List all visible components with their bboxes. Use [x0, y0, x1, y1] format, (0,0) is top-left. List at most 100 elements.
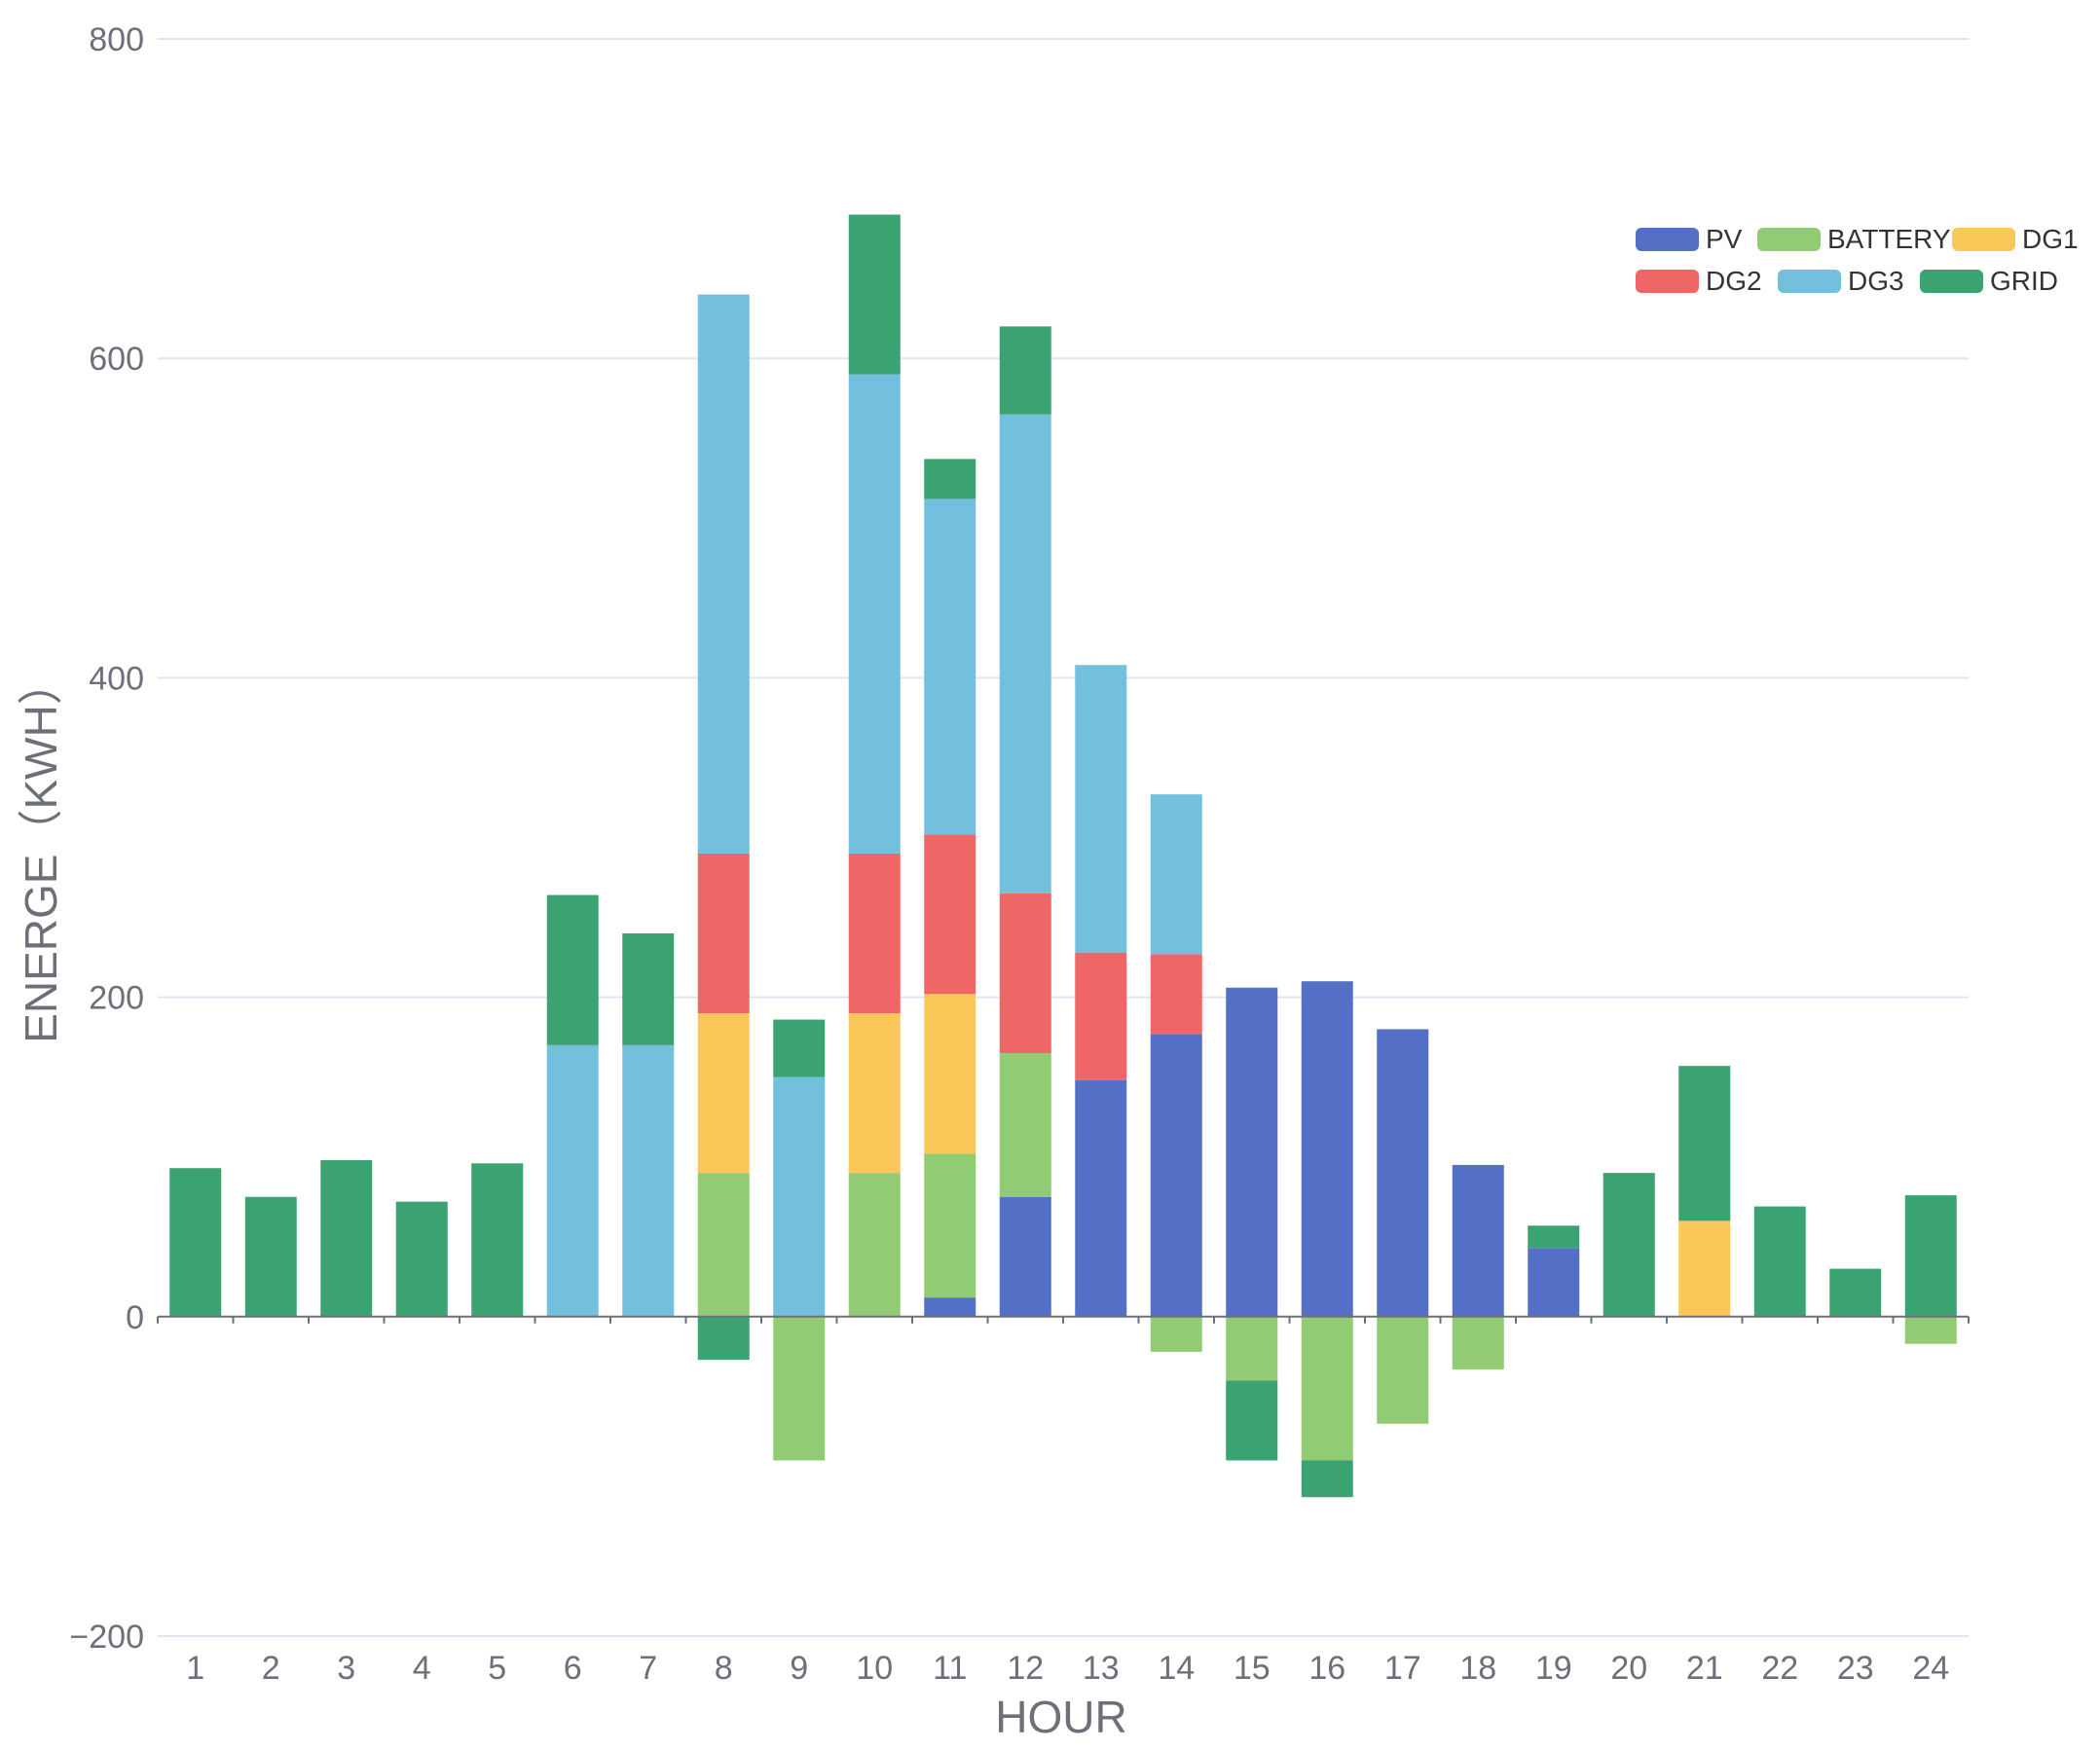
bar-grid-hour-24	[1904, 1195, 1957, 1317]
bar-dg3-hour-13	[1075, 665, 1127, 953]
legend-label-grid: GRID	[1990, 266, 2058, 296]
bar-grid-hour-2	[244, 1196, 297, 1317]
x-tick-label: 8	[715, 1650, 733, 1687]
bar-dg1-hour-21	[1678, 1221, 1731, 1317]
bar-grid-hour-3	[320, 1159, 373, 1317]
bar-dg1-hour-11	[924, 994, 976, 1154]
x-tick-label: 4	[413, 1650, 431, 1687]
bar-grid-hour-7	[622, 932, 675, 1045]
bar-pv-hour-19	[1528, 1248, 1580, 1317]
bar-pv-hour-12	[999, 1196, 1051, 1317]
bar-dg2-hour-14	[1150, 954, 1202, 1035]
bar-battery-hour-12	[999, 1053, 1051, 1197]
bar-dg1-hour-10	[848, 1013, 901, 1174]
bar-grid-hour-4	[395, 1201, 448, 1317]
x-tick-label: 19	[1535, 1650, 1572, 1687]
bar-grid-hour-19	[1528, 1225, 1580, 1249]
legend-swatch-grid	[1920, 270, 1983, 293]
x-tick-label: 9	[790, 1650, 808, 1687]
x-tick-label: 16	[1308, 1650, 1345, 1687]
y-tick-label: 400	[89, 660, 144, 697]
bar-grid-hour-6	[546, 894, 599, 1045]
bar-battery-hour-24	[1904, 1316, 1957, 1344]
legend-swatch-dg3	[1778, 270, 1841, 293]
bar-grid-hour-1	[169, 1168, 222, 1317]
bar-grid-hour-8	[697, 1316, 750, 1361]
x-tick-label: 15	[1234, 1650, 1271, 1687]
bar-pv-hour-15	[1226, 987, 1278, 1317]
y-tick-label: 800	[89, 21, 144, 58]
legend-swatch-dg2	[1636, 270, 1699, 293]
bar-pv-hour-18	[1452, 1164, 1504, 1317]
x-tick-label: 17	[1384, 1650, 1421, 1687]
legend-label-battery: BATTERY	[1827, 224, 1951, 254]
bar-grid-hour-15	[1226, 1380, 1278, 1461]
y-tick-label: −200	[69, 1619, 144, 1656]
bar-grid-hour-21	[1678, 1066, 1731, 1221]
x-tick-label: 2	[262, 1650, 280, 1687]
x-tick-label: 23	[1837, 1650, 1874, 1687]
bar-battery-hour-11	[924, 1153, 976, 1298]
y-axis-title: ENERGE（KWH）	[16, 660, 66, 1043]
bar-grid-hour-5	[471, 1163, 524, 1317]
bar-battery-hour-18	[1452, 1316, 1504, 1369]
bar-dg3-hour-10	[848, 374, 901, 854]
bar-battery-hour-16	[1301, 1316, 1353, 1461]
bar-battery-hour-14	[1150, 1316, 1202, 1352]
bar-grid-hour-20	[1603, 1173, 1655, 1317]
legend-label-dg2: DG2	[1706, 266, 1762, 296]
x-tick-label: 10	[856, 1650, 893, 1687]
x-tick-label: 24	[1912, 1650, 1949, 1687]
x-tick-label: 7	[639, 1650, 657, 1687]
bar-pv-hour-17	[1377, 1029, 1429, 1317]
bar-grid-hour-16	[1301, 1460, 1353, 1498]
legend-label-dg1: DG1	[2022, 224, 2079, 254]
bar-pv-hour-16	[1301, 981, 1353, 1317]
x-tick-label: 22	[1761, 1650, 1798, 1687]
x-tick-label: 6	[564, 1650, 582, 1687]
bar-dg2-hour-8	[697, 853, 750, 1014]
x-tick-label: 20	[1610, 1650, 1647, 1687]
legend-label-pv: PV	[1706, 224, 1743, 254]
bar-grid-hour-23	[1829, 1268, 1882, 1317]
bar-dg3-hour-12	[999, 414, 1051, 893]
bar-battery-hour-8	[697, 1173, 750, 1317]
legend-swatch-battery	[1757, 228, 1821, 251]
bar-pv-hour-14	[1150, 1034, 1202, 1317]
legend: PV BATTERY DG1 DG2 DG3 GRID	[1636, 224, 2079, 296]
x-tick-label: 18	[1459, 1650, 1496, 1687]
bar-grid-hour-9	[773, 1019, 826, 1077]
x-tick-label: 21	[1686, 1650, 1723, 1687]
bar-dg1-hour-8	[697, 1013, 750, 1174]
bar-dg3-hour-9	[773, 1076, 826, 1317]
x-axis-title: HOUR	[995, 1692, 1126, 1742]
x-tick-label: 5	[488, 1650, 506, 1687]
x-tick-label: 3	[337, 1650, 355, 1687]
bar-battery-hour-10	[848, 1173, 901, 1317]
x-tick-label: 13	[1083, 1650, 1120, 1687]
bar-battery-hour-9	[773, 1316, 826, 1461]
bar-layer	[169, 214, 1957, 1498]
legend-swatch-pv	[1636, 228, 1699, 251]
bar-dg3-hour-8	[697, 294, 750, 854]
bar-dg2-hour-12	[999, 893, 1051, 1054]
bar-pv-hour-11	[924, 1297, 976, 1317]
y-tick-label: 200	[89, 980, 144, 1017]
bar-dg3-hour-11	[924, 498, 976, 835]
bar-dg2-hour-11	[924, 834, 976, 995]
bar-grid-hour-10	[848, 214, 901, 375]
x-tick-label: 1	[186, 1650, 204, 1687]
bar-dg3-hour-6	[546, 1044, 599, 1317]
bar-dg3-hour-14	[1150, 794, 1202, 955]
bar-battery-hour-17	[1377, 1316, 1429, 1424]
y-tick-label: 0	[126, 1299, 144, 1336]
bar-pv-hour-13	[1075, 1079, 1127, 1317]
x-tick-label: 11	[933, 1650, 967, 1687]
bar-dg2-hour-13	[1075, 952, 1127, 1080]
bar-grid-hour-22	[1753, 1206, 1806, 1317]
x-tick-label: 14	[1158, 1650, 1195, 1687]
bar-grid-hour-11	[924, 458, 976, 499]
bar-battery-hour-15	[1226, 1316, 1278, 1381]
